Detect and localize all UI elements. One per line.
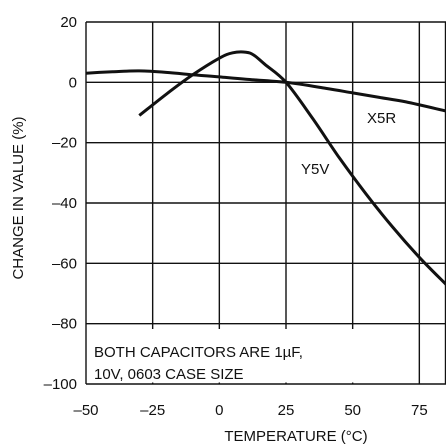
series-lines (85, 50, 446, 286)
grid (85, 21, 446, 385)
series-line-y5v (138, 50, 446, 286)
y-tick-label: –80 (52, 316, 77, 333)
annotation-box (87, 329, 358, 383)
annotation-line-2: 10V, 0603 CASE SIZE (94, 366, 244, 383)
y-tick-label: 20 (60, 14, 77, 31)
x-tick-label: 25 (278, 402, 295, 419)
y-tick-label: –20 (52, 135, 77, 152)
x-tick-label: 50 (344, 402, 361, 419)
y-tick-label: –40 (52, 195, 77, 212)
series-label-y5v: Y5V (301, 161, 329, 178)
x-tick-label: –50 (73, 402, 98, 419)
x-tick-label: 75 (411, 402, 428, 419)
series-label-x5r: X5R (367, 110, 396, 127)
y-tick-label: –60 (52, 255, 77, 272)
y-tick-label: –100 (44, 376, 77, 393)
x-tick-label: –25 (140, 402, 165, 419)
y-axis-title: CHANGE IN VALUE (%) (10, 116, 27, 279)
tick-labels: –50 –25 0 25 50 75 –100 –80 –60 –40 –20 0 20 (44, 14, 428, 419)
x-axis-title: TEMPERATURE (°C) (224, 428, 367, 445)
x-tick-label: 0 (215, 402, 223, 419)
annotation-line-1: BOTH CAPACITORS ARE 1µF, (94, 344, 303, 361)
y-tick-label: 0 (69, 74, 77, 91)
series-line-x5r (85, 69, 446, 113)
